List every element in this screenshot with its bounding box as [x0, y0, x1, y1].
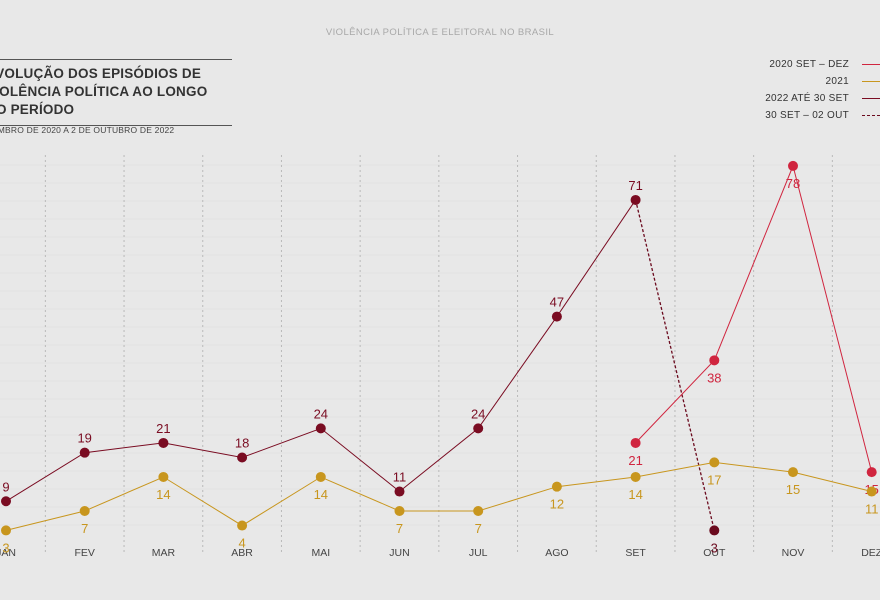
legend-label: 2020 SET – DEZ — [769, 59, 849, 70]
legend-swatch — [862, 64, 880, 65]
series-30set-02out: 3 — [709, 525, 720, 555]
data-point — [315, 423, 326, 434]
series-line-30set-02out — [634, 199, 715, 531]
data-label: 11 — [865, 502, 879, 517]
series-2022: 9 19 21 18 24 11 24 47 71 — [1, 178, 643, 507]
data-point — [866, 467, 877, 478]
data-point — [158, 471, 169, 482]
data-point — [866, 486, 877, 497]
data-point — [630, 437, 641, 448]
x-tick-label: JUN — [389, 547, 409, 559]
data-point — [1, 525, 11, 536]
data-label: 17 — [707, 472, 721, 487]
data-point — [158, 437, 169, 448]
data-label: 19 — [77, 431, 91, 446]
title-line-2: VIOLÊNCIA POLÍTICA AO LONGO — [0, 84, 208, 99]
data-label: 18 — [235, 436, 249, 451]
data-point — [630, 471, 641, 482]
data-point — [237, 520, 248, 531]
legend-label: 2021 — [825, 76, 849, 87]
legend-label: 30 SET – 02 OUT — [765, 110, 849, 121]
series-line — [5, 199, 637, 502]
legend-label: 2022 ATÉ 30 SET — [765, 93, 849, 104]
data-label: 78 — [786, 176, 800, 191]
x-tick-label: NOV — [782, 547, 805, 559]
x-tick-label: SET — [625, 547, 646, 559]
legend-item-2020: 2020 SET – DEZ — [765, 56, 880, 73]
legend-item-oct-2022: 30 SET – 02 OUT — [765, 107, 880, 124]
legend-item-2022: 2022 ATÉ 30 SET — [765, 90, 880, 107]
data-point — [473, 423, 484, 434]
data-label: 11 — [393, 470, 407, 485]
legend-item-2021: 2021 — [765, 73, 880, 90]
chart-title: EVOLUÇÃO DOS EPISÓDIOS DE VIOLÊNCIA POLÍ… — [0, 59, 232, 126]
legend-swatch — [862, 115, 880, 116]
data-label: 9 — [2, 479, 9, 494]
data-label: 3 — [711, 540, 718, 555]
x-tick-label: ABR — [231, 547, 253, 559]
data-label: 12 — [550, 497, 564, 512]
data-label: 14 — [156, 487, 170, 502]
x-axis: JAN FEV MAR ABR MAI JUN JUL AGO SET OUT NOV DEZ — [0, 547, 880, 559]
data-label: 3 — [2, 540, 9, 555]
title-line-1: EVOLUÇÃO DOS EPISÓDIOS DE — [0, 66, 202, 81]
data-label: 14 — [314, 487, 328, 502]
data-point — [551, 311, 562, 322]
x-tick-label: MAI — [311, 547, 330, 559]
data-label: 7 — [81, 521, 88, 536]
data-label: 38 — [707, 370, 721, 385]
data-label: 7 — [396, 521, 403, 536]
x-tick-label: DEZ — [861, 547, 880, 559]
chart-supertitle: VIOLÊNCIA POLÍTICA E ELEITORAL NO BRASIL — [325, 27, 555, 38]
x-tick-label: AGO — [545, 547, 568, 559]
series-2021: 3 7 14 4 14 7 7 12 14 17 15 11 — [1, 457, 878, 555]
series-2020: 21 38 78 15 — [628, 160, 879, 497]
data-label: 24 — [471, 406, 485, 421]
month-separators — [44, 155, 833, 555]
data-point — [79, 505, 90, 516]
series-line — [635, 164, 873, 473]
data-point — [394, 505, 405, 516]
data-label: 7 — [475, 521, 482, 536]
data-label: 24 — [314, 406, 328, 421]
title-line-3: DO PERÍODO — [0, 102, 75, 117]
legend-swatch — [862, 98, 880, 99]
background-bands — [0, 164, 880, 526]
data-point — [473, 505, 484, 516]
data-point — [1, 496, 11, 507]
chart-legend: 2020 SET – DEZ 2021 2022 ATÉ 30 SET 30 S… — [765, 56, 880, 124]
data-label: 21 — [156, 421, 170, 436]
data-point — [709, 355, 720, 366]
x-tick-label: JUL — [469, 547, 488, 559]
data-point — [394, 486, 405, 497]
series-line — [5, 461, 872, 531]
data-point — [709, 457, 720, 468]
data-label: 21 — [628, 453, 642, 468]
data-label: 15 — [786, 482, 800, 497]
data-label: 71 — [628, 178, 642, 193]
x-tick-label: JAN — [0, 547, 16, 559]
data-point — [630, 194, 641, 205]
data-point — [788, 467, 798, 478]
x-tick-label: MAR — [152, 547, 176, 559]
data-point — [237, 452, 248, 463]
data-point — [315, 471, 326, 482]
data-point — [709, 525, 720, 536]
x-tick-label: OUT — [703, 547, 726, 559]
data-label: 4 — [238, 536, 245, 551]
data-label: 47 — [550, 295, 564, 310]
data-point — [788, 160, 798, 171]
data-point — [79, 447, 90, 458]
data-point — [551, 481, 562, 492]
chart-subtitle: DE SETEMBRO DE 2020 A 2 DE OUTUBRO DE 20… — [0, 125, 175, 135]
legend-swatch — [862, 81, 880, 82]
data-label: 14 — [628, 487, 642, 502]
x-tick-label: FEV — [74, 547, 94, 559]
